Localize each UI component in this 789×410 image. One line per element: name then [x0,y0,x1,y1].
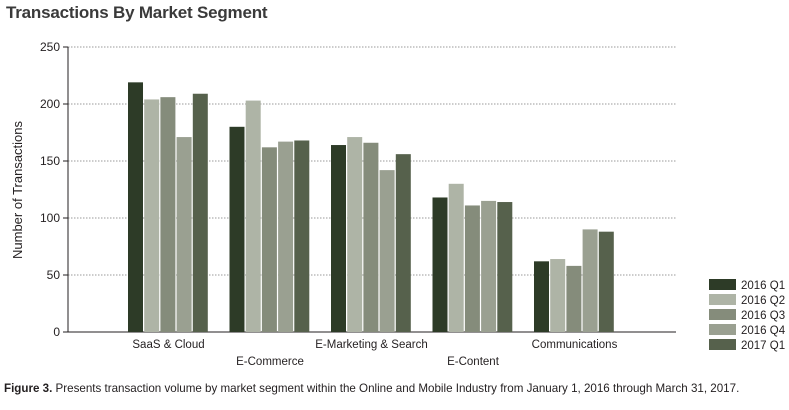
bar [379,170,395,332]
legend-label: 2017 Q1 [741,340,785,352]
bar [566,265,582,332]
legend-swatch [709,324,736,335]
bar [534,261,549,332]
bar [432,197,448,332]
y-axis-label: Number of Transactions [10,121,25,260]
bar [497,202,513,332]
bar [481,200,497,332]
y-tick-label: 50 [47,268,61,282]
x-tick-label: E-Commerce [236,356,304,368]
bar [395,154,411,332]
bar-chart: 0 50 100 150 200 250 SaaS & Cloud E-Commerce E-… [10,40,786,368]
bar [598,231,614,332]
bar [144,99,160,332]
legend-label: 2016 Q1 [741,280,785,292]
bar [278,141,294,332]
bar [176,137,192,332]
x-axis-labels: SaaS & Cloud E-Commerce E-Marketing & Sear… [132,339,617,368]
legend: 2016 Q1 2016 Q2 2016 Q3 2016 Q4 2017 Q1 [709,279,786,352]
caption-text: Presents transaction volume by market se… [52,382,740,395]
x-tick-label: Communications [532,339,618,351]
caption-label: Figure 3. [4,382,53,395]
bar [347,137,363,332]
bar [245,100,261,332]
y-tick-label: 100 [40,211,60,225]
y-tick-label: 250 [40,40,60,54]
bar [363,142,379,332]
bar [448,183,464,332]
bar [550,259,566,332]
legend-swatch [709,279,736,290]
chart-title: Transactions By Market Segment [6,3,268,22]
bar [464,205,480,332]
bar [229,126,245,332]
y-tick-label: 200 [40,97,60,111]
bar [192,93,208,333]
figure-caption: Figure 3. Presents transaction volume by… [4,382,739,395]
legend-swatch [709,294,736,305]
x-tick-label: SaaS & Cloud [132,339,204,351]
legend-swatch [709,339,736,350]
bar [128,82,143,332]
bar [582,229,598,332]
bar [331,145,346,332]
bars [128,82,614,333]
x-tick-label: E-Marketing & Search [315,339,428,351]
legend-swatch [709,309,736,320]
legend-label: 2016 Q2 [741,295,785,307]
legend-label: 2016 Q3 [741,310,785,322]
bar [160,97,176,332]
y-tick-label: 150 [40,154,60,168]
y-tick-label: 0 [53,325,60,339]
legend-label: 2016 Q4 [741,325,786,337]
bar [294,140,310,332]
x-tick-label: E-Content [447,356,500,368]
bar [261,147,277,332]
